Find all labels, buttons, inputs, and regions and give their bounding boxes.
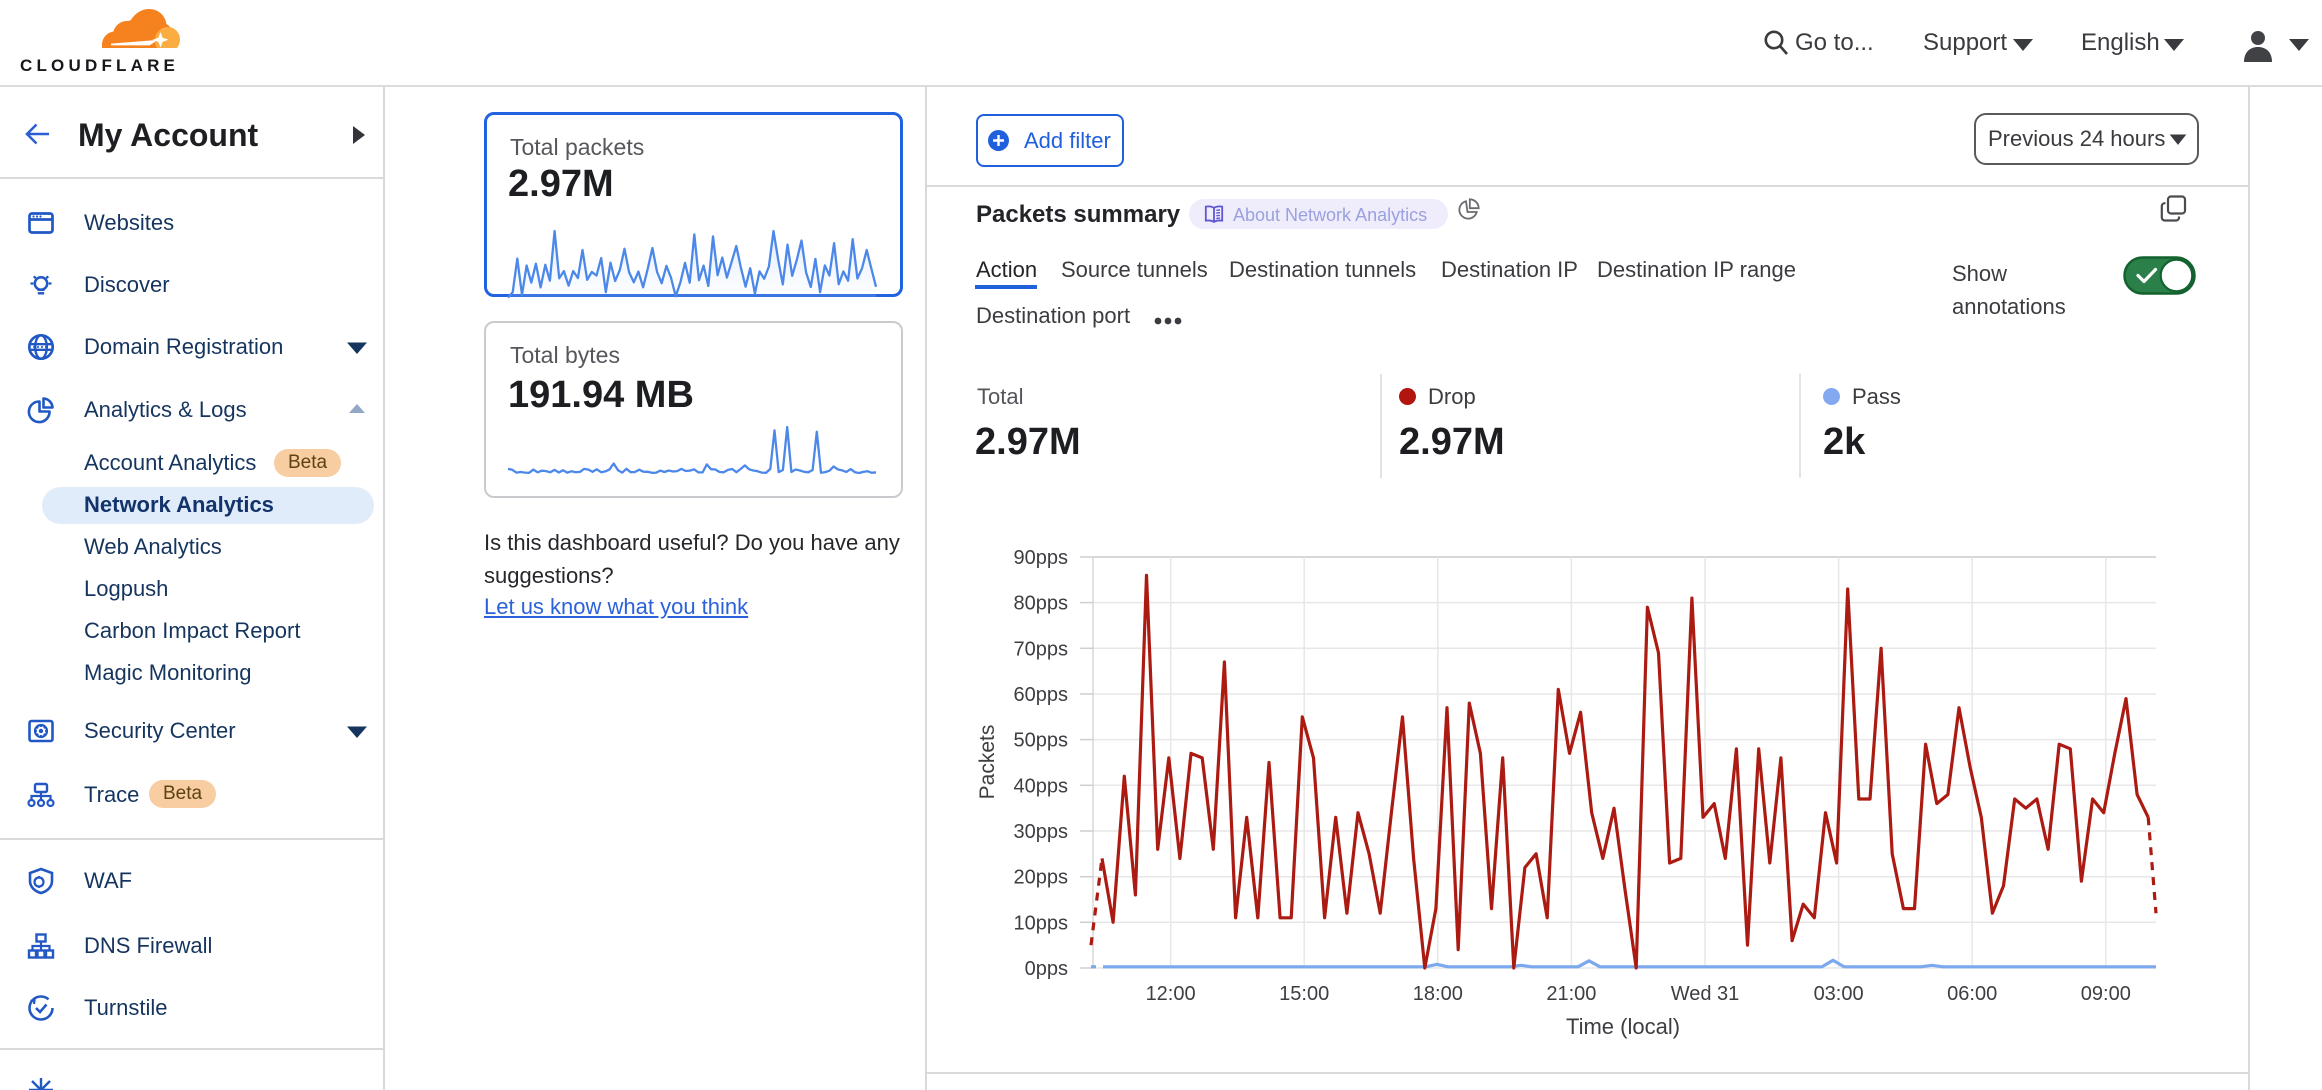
svg-text:21:00: 21:00 — [1546, 983, 1596, 1005]
svg-text:03:00: 03:00 — [1814, 983, 1864, 1005]
svg-text:50pps: 50pps — [1014, 730, 1069, 752]
svg-text:Packets: Packets — [976, 725, 999, 800]
svg-text:18:00: 18:00 — [1413, 983, 1463, 1005]
svg-text:10pps: 10pps — [1014, 912, 1069, 934]
svg-text:40pps: 40pps — [1014, 775, 1069, 797]
svg-text:15:00: 15:00 — [1279, 983, 1329, 1005]
svg-text:80pps: 80pps — [1014, 593, 1069, 615]
svg-text:60pps: 60pps — [1014, 684, 1069, 706]
svg-text:90pps: 90pps — [1014, 547, 1069, 569]
svg-text:70pps: 70pps — [1014, 638, 1069, 660]
svg-text:09:00: 09:00 — [2081, 983, 2131, 1005]
svg-text:30pps: 30pps — [1014, 821, 1069, 843]
svg-text:Wed 31: Wed 31 — [1671, 983, 1740, 1005]
svg-text:0pps: 0pps — [1025, 958, 1068, 980]
svg-text:12:00: 12:00 — [1146, 983, 1196, 1005]
svg-text:20pps: 20pps — [1014, 867, 1069, 889]
svg-text:06:00: 06:00 — [1947, 983, 1997, 1005]
svg-text:Time (local): Time (local) — [1566, 1014, 1680, 1039]
